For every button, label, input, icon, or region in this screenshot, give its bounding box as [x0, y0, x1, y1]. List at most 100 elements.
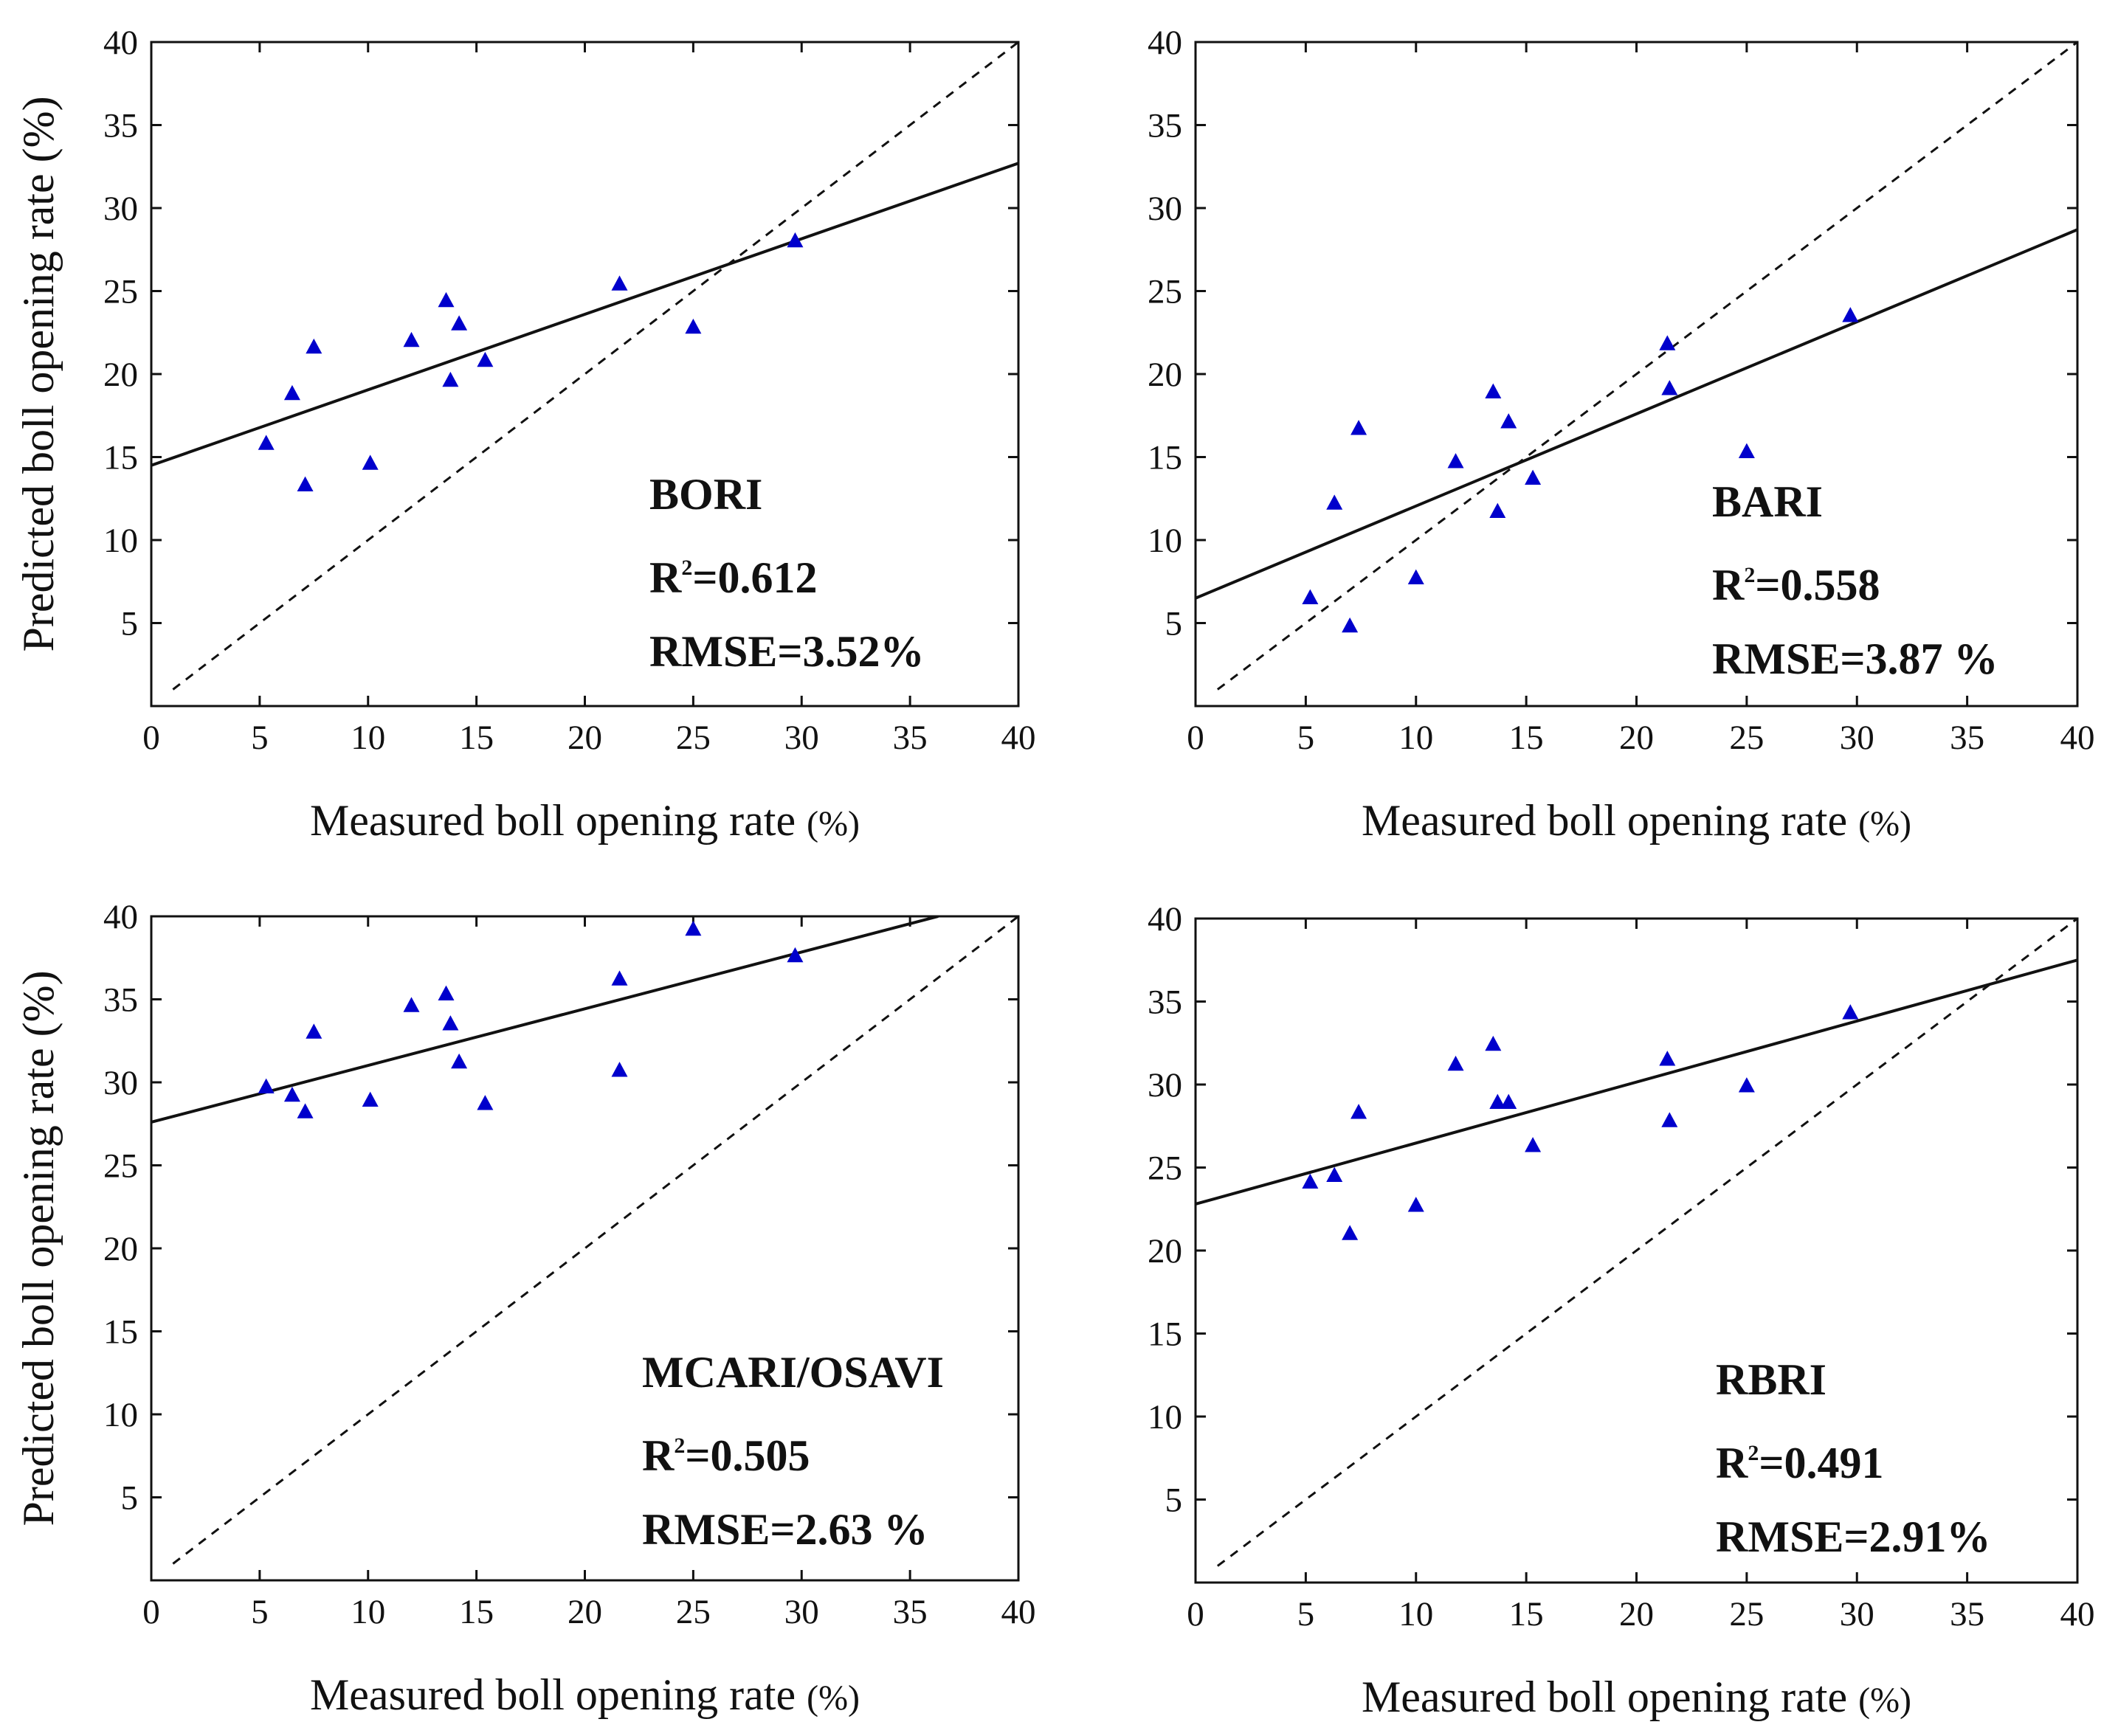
data-point [787, 232, 804, 248]
x-axis-label-text: Measured boll opening rate [1362, 796, 1858, 845]
y-tick-label: 40 [1148, 900, 1182, 938]
x-tick-label: 5 [1297, 719, 1315, 757]
data-point [1500, 413, 1517, 429]
data-point [451, 315, 468, 331]
regression-fit-line [151, 916, 939, 1124]
x-tick-label: 35 [893, 719, 928, 757]
y-tick-label: 15 [1148, 1315, 1182, 1354]
y-tick-label: 35 [1148, 107, 1182, 145]
x-axis-label-unit: (%) [807, 804, 860, 843]
x-tick-label: 0 [142, 1593, 160, 1631]
y-tick-label: 30 [103, 1064, 138, 1102]
data-point [1659, 1051, 1676, 1066]
data-point [1302, 1173, 1319, 1189]
data-point [1525, 469, 1542, 485]
data-point [787, 947, 804, 963]
data-point [442, 371, 459, 387]
x-tick-label: 30 [1840, 719, 1874, 757]
r-squared-symbol: R [1716, 1439, 1748, 1487]
x-tick-label: 25 [676, 719, 711, 757]
data-point [1351, 1104, 1367, 1119]
index-name-label: BORI [649, 470, 762, 519]
data-point [1342, 1225, 1359, 1240]
r-squared-symbol: R [1712, 561, 1745, 609]
data-point [362, 454, 379, 470]
x-tick-label: 35 [1950, 719, 1984, 757]
y-tick-label: 20 [103, 1230, 138, 1268]
x-tick-label: 40 [2060, 1595, 2095, 1633]
chart-panel-mcari-osavi: 0 5 10 15 20 25 30 35 40 5 10 15 20 25 30 35 40 MCARI/OSA… [14, 898, 1036, 1719]
regression-fit-line [1196, 958, 2077, 1206]
x-axis-label-unit: (%) [1858, 1681, 1911, 1720]
r-squared-superscript: 2 [1748, 1441, 1759, 1465]
y-tick-label: 10 [103, 1396, 138, 1434]
y-tick-label: 40 [103, 24, 138, 62]
x-tick-label: 10 [1398, 719, 1433, 757]
y-tick-label: 20 [103, 356, 138, 394]
y-tick-label: 25 [103, 273, 138, 311]
data-point [1489, 1093, 1506, 1109]
data-point [1447, 1055, 1464, 1071]
data-point [283, 384, 300, 401]
y-tick-label: 10 [1148, 522, 1182, 560]
x-tick-label: 35 [1950, 1595, 1984, 1633]
x-tick-label: 0 [142, 719, 160, 757]
y-tick-label: 30 [1148, 1066, 1182, 1104]
x-tick-label: 5 [251, 1593, 269, 1631]
y-tick-label: 25 [103, 1147, 138, 1186]
r-squared-value: =0.612 [692, 553, 817, 602]
rmse-label: RMSE=2.63 % [642, 1505, 928, 1554]
x-axis-label-unit: (%) [807, 1678, 860, 1718]
x-axis-label-text: Measured boll opening rate [310, 796, 807, 845]
r-squared-label: R2=0.505 [642, 1431, 810, 1480]
x-tick-label: 15 [459, 1593, 494, 1631]
data-point [403, 997, 420, 1012]
y-tick-label: 10 [1148, 1398, 1182, 1436]
r-squared-symbol: R [649, 553, 682, 602]
data-point [685, 318, 702, 334]
regression-fit-line [151, 162, 1018, 467]
data-point [306, 338, 322, 354]
x-tick-label: 15 [1509, 1595, 1544, 1633]
data-point [611, 970, 628, 986]
x-tick-label: 25 [676, 1593, 711, 1631]
plot-lines [1196, 919, 2077, 1567]
rmse-label: RMSE=3.87 % [1712, 634, 1998, 683]
y-axis-label: Predicted boll opening rate (%) [14, 970, 63, 1526]
rmse-label: RMSE=2.91% [1716, 1512, 1991, 1561]
x-tick-label: 25 [1729, 1595, 1764, 1633]
x-tick-label: 10 [1398, 1595, 1433, 1633]
r-squared-superscript: 2 [1744, 563, 1755, 587]
one-to-one-reference-line [1216, 42, 2077, 691]
y-tick-label: 25 [1148, 273, 1182, 311]
x-tick-label: 30 [784, 1593, 819, 1631]
data-point [1659, 335, 1676, 350]
one-to-one-reference-line [172, 42, 1018, 691]
y-axis-label: Predicted boll opening rate (%) [14, 96, 63, 651]
rmse-label: RMSE=3.52% [649, 627, 925, 676]
data-point [1407, 1197, 1424, 1212]
r-squared-value: =0.491 [1759, 1439, 1883, 1487]
data-point [258, 435, 275, 450]
y-tick-label: 15 [1148, 439, 1182, 477]
data-point [1738, 1077, 1755, 1093]
data-point [1842, 1004, 1859, 1020]
x-tick-label: 5 [251, 719, 269, 757]
data-point [362, 1091, 379, 1107]
r-squared-superscript: 2 [674, 1434, 685, 1458]
data-point [477, 1095, 494, 1110]
x-tick-label: 30 [1840, 1595, 1874, 1633]
y-tick-label: 30 [103, 190, 138, 228]
y-tick-label: 15 [103, 439, 138, 477]
plot-lines [151, 916, 1018, 1565]
data-point [297, 476, 314, 491]
x-tick-label: 5 [1297, 1595, 1315, 1633]
r-squared-value: =0.558 [1755, 561, 1880, 609]
y-tick-label: 5 [121, 605, 139, 643]
data-point [1661, 1112, 1678, 1127]
x-tick-label: 10 [351, 1593, 385, 1631]
data-point [1342, 617, 1359, 633]
x-tick-label: 35 [893, 1593, 928, 1631]
data-point [438, 985, 455, 1000]
x-tick-label: 40 [2060, 719, 2095, 757]
